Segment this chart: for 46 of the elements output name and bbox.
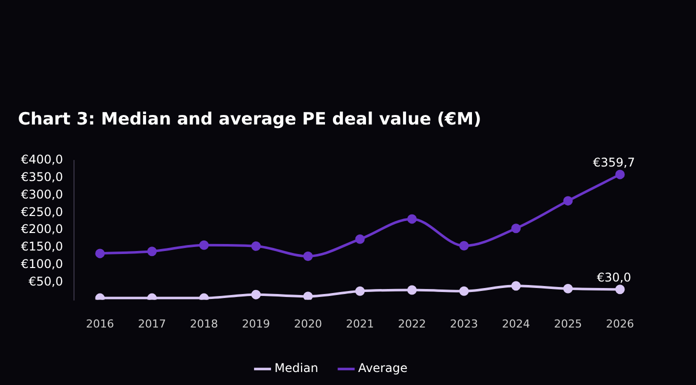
y-tick-label: €150,0: [20, 240, 63, 254]
x-tick-label: 2026: [606, 317, 634, 330]
data-label: €359,7: [593, 156, 635, 170]
point: [199, 240, 209, 250]
point: [615, 284, 625, 294]
point: [407, 285, 417, 295]
x-tick-label: 2017: [138, 317, 166, 330]
legend-label: Median: [274, 361, 318, 376]
y-tick-label: €250,0: [20, 204, 63, 219]
point: [355, 234, 365, 244]
x-tick-label: 2022: [398, 317, 426, 330]
point: [511, 224, 521, 234]
x-tick-label: 2018: [190, 317, 218, 330]
point: [199, 293, 209, 300]
point: [251, 290, 261, 300]
point: [303, 251, 313, 261]
y-tick-label: €300,0: [20, 187, 63, 202]
point: [147, 293, 157, 300]
point: [563, 284, 573, 294]
y-tick-label: €50,0: [28, 274, 63, 288]
chart-title: Chart 3: Median and average PE deal value (€M): [18, 110, 482, 130]
point: [355, 286, 365, 296]
x-tick-label: 2025: [554, 317, 582, 330]
point: [251, 241, 261, 251]
x-tick-label: 2024: [502, 317, 530, 330]
x-tick-label: 2021: [346, 317, 374, 330]
point: [511, 281, 521, 291]
y-tick-label: €100,0: [20, 257, 63, 272]
point: [407, 214, 417, 224]
point: [95, 248, 105, 258]
point: [615, 170, 625, 180]
legend-label: Average: [358, 361, 408, 376]
point: [147, 246, 157, 256]
y-tick-label: €350,0: [20, 170, 63, 184]
point: [563, 196, 573, 206]
y-tick-label: €200,0: [20, 222, 63, 236]
x-tick-label: 2016: [86, 317, 114, 330]
x-tick-label: 2023: [450, 317, 478, 330]
y-tick-label: €400,0: [20, 152, 63, 167]
point: [95, 293, 105, 300]
point: [459, 286, 469, 296]
data-label: €30,0: [596, 270, 632, 284]
point: [303, 292, 313, 300]
x-tick-label: 2019: [242, 317, 270, 330]
point: [459, 241, 469, 251]
x-tick-label: 2020: [294, 317, 322, 330]
